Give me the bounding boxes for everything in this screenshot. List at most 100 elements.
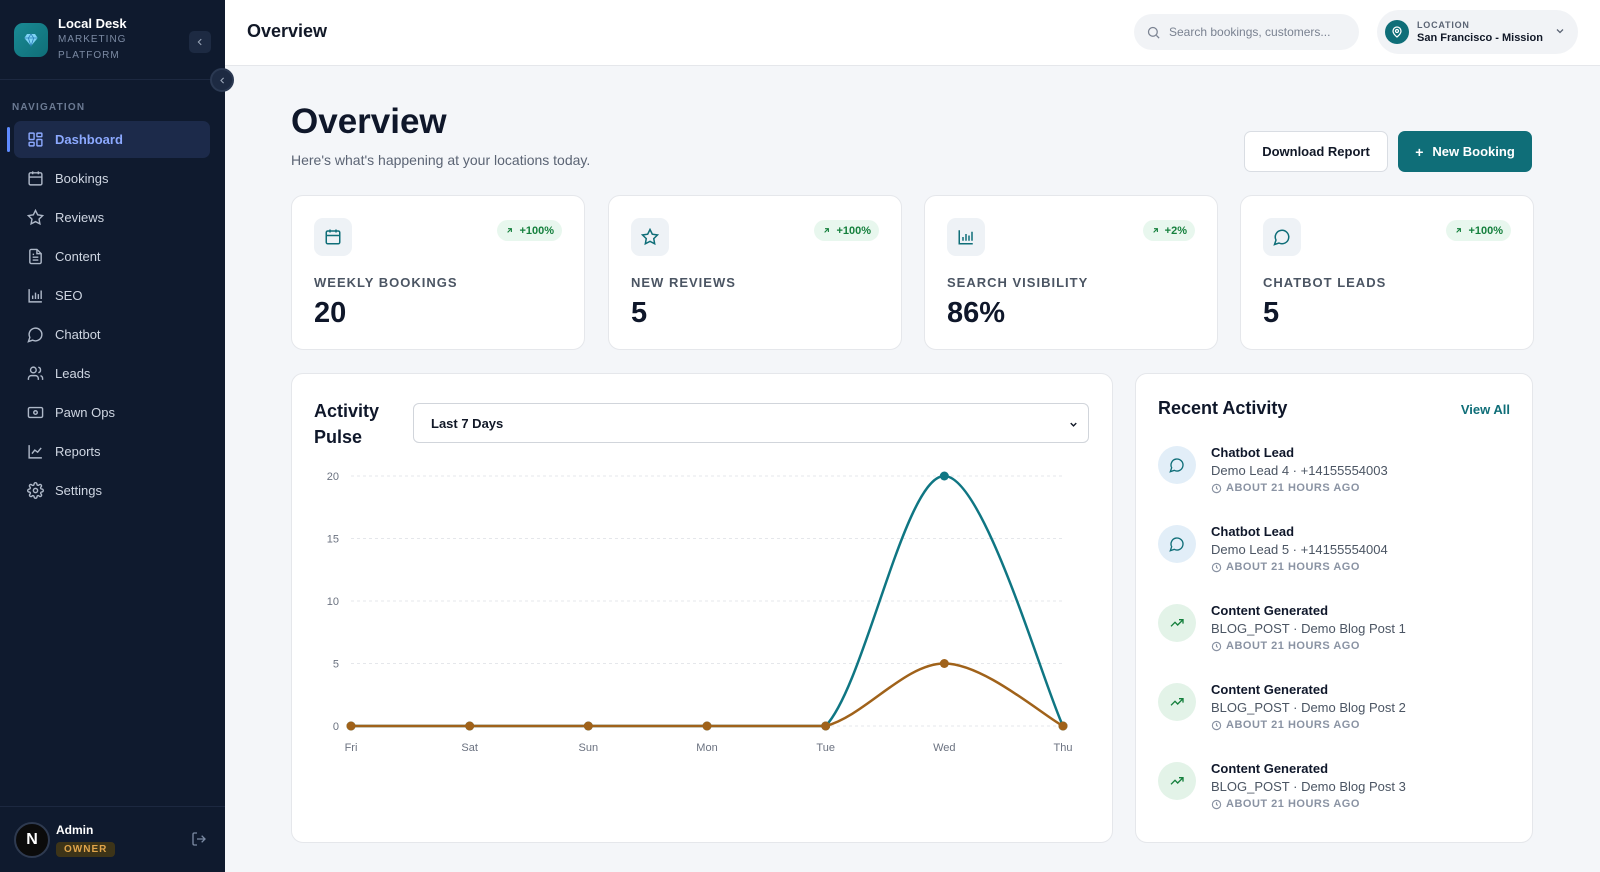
view-all-link[interactable]: View All — [1460, 402, 1510, 417]
sidebar-item-chatbot[interactable]: Chatbot — [14, 316, 210, 353]
kpi-label: SEARCH VISIBILITY — [947, 275, 1089, 290]
sidebar-item-pawn-ops[interactable]: Pawn Ops — [14, 394, 210, 431]
users-icon — [27, 366, 44, 380]
date-range-select[interactable]: Last 7 Days — [413, 403, 1089, 443]
activity-title: Content Generated — [1211, 682, 1329, 697]
brand-name: Local Desk — [58, 15, 127, 31]
sidebar-item-dashboard[interactable]: Dashboard — [7, 121, 210, 158]
change-badge: +100% — [497, 220, 562, 241]
logout-icon — [192, 832, 206, 846]
activity-time: ABOUT 21 HOURS AGO — [1211, 482, 1518, 494]
kpi-label: NEW REVIEWS — [631, 275, 736, 290]
sidebar-item-leads[interactable]: Leads — [14, 355, 210, 392]
activity-time: ABOUT 21 HOURS AGO — [1211, 798, 1518, 810]
sidebar-item-label: Dashboard — [55, 132, 123, 147]
map-pin-icon — [1385, 20, 1409, 44]
sidebar-item-reviews[interactable]: Reviews — [14, 199, 210, 236]
sidebar-item-reports[interactable]: Reports — [14, 433, 210, 470]
kpi-card-new-reviews: +100% NEW REVIEWS 5 — [608, 195, 902, 350]
chevron-down-icon — [1556, 29, 1564, 34]
sidebar: Local Desk MARKETING PLATFORM NAVIGATION… — [0, 0, 234, 872]
activity-item[interactable]: Content Generated BLOG_POST · Demo Blog … — [1158, 682, 1518, 761]
x-tick-label: Thu — [1054, 742, 1073, 754]
page-subtitle: Here's what's happening at your location… — [291, 152, 591, 168]
x-tick-label: Tue — [816, 742, 835, 754]
kpi-label: WEEKLY BOOKINGS — [314, 275, 458, 290]
sidebar-item-label: Reviews — [55, 210, 105, 225]
star-icon — [27, 209, 44, 226]
x-tick-label: Fri — [345, 742, 358, 754]
kpi-card-weekly-bookings: +100% WEEKLY BOOKINGS 20 — [291, 195, 585, 350]
kpi-card-chatbot-leads: +100% CHATBOT LEADS 5 — [1240, 195, 1534, 350]
calendar-icon — [28, 171, 43, 186]
change-badge: +100% — [814, 220, 879, 241]
logout-button[interactable] — [191, 831, 207, 852]
activity-item[interactable]: Chatbot Lead Demo Lead 5 · +14155554004 … — [1158, 524, 1518, 603]
sidebar-item-label: Content — [55, 249, 101, 264]
recent-activity-title: Recent Activity — [1158, 398, 1288, 418]
user-profile: N Admin OWNER — [0, 806, 225, 872]
calendar-icon — [314, 218, 352, 256]
series-line — [350, 662, 1064, 728]
brand-logo-icon[interactable] — [14, 22, 48, 57]
bar-chart-icon — [28, 289, 42, 303]
wallet-icon — [27, 406, 44, 419]
activity-title: Content Generated — [1211, 761, 1329, 776]
line-chart-icon — [28, 445, 42, 459]
data-point — [821, 721, 831, 731]
chat-icon — [27, 327, 43, 343]
date-range-value: Last 7 Days — [431, 415, 504, 431]
arrow-up-right-icon — [824, 228, 830, 233]
activity-item[interactable]: Chatbot Lead Demo Lead 4 · +14155554003 … — [1158, 445, 1518, 524]
activity-title: Content Generated — [1211, 603, 1329, 618]
avatar[interactable]: N — [14, 821, 50, 858]
arrow-up-right-icon — [1456, 228, 1462, 233]
nav-heading: NAVIGATION — [12, 102, 86, 113]
recent-activity-card: Recent Activity View All Chatbot Lead De… — [1135, 373, 1533, 843]
data-point — [465, 721, 475, 731]
activity-time: ABOUT 21 HOURS AGO — [1211, 640, 1518, 652]
location-label: LOCATION — [1417, 20, 1470, 30]
trending-up-icon — [1158, 604, 1196, 642]
activity-item[interactable]: Content Generated BLOG_POST · Demo Blog … — [1158, 761, 1518, 840]
role-badge: OWNER — [56, 841, 116, 857]
trending-up-icon — [1158, 683, 1196, 721]
y-tick-label: 15 — [327, 534, 339, 546]
sidebar-item-content[interactable]: Content — [14, 238, 210, 275]
y-tick-label: 10 — [327, 596, 339, 608]
clock-icon — [1211, 799, 1222, 809]
sidebar-edge-toggle[interactable] — [210, 68, 234, 92]
collapse-sidebar-button[interactable] — [189, 31, 211, 53]
new-booking-button[interactable]: + New Booking — [1398, 131, 1532, 172]
kpi-card-search-visibility: +2% SEARCH VISIBILITY 86% — [924, 195, 1218, 350]
data-point — [939, 659, 949, 668]
chevron-left-icon — [219, 76, 224, 84]
search-input[interactable] — [1169, 25, 1349, 39]
search-box[interactable] — [1134, 14, 1359, 50]
activity-item[interactable]: Content Generated BLOG_POST · Demo Blog … — [1158, 603, 1518, 682]
activity-pulse-card: 0 5 10 15 20 Fri Sat Sun Mon Tue Wed Thu Activity P… — [291, 373, 1113, 843]
bar-chart-icon — [947, 218, 985, 256]
sidebar-item-settings[interactable]: Settings — [14, 472, 210, 509]
location-selector[interactable]: LOCATION San Francisco - Mission — [1377, 10, 1578, 54]
activity-title: Chatbot Lead — [1211, 524, 1295, 539]
activity-time: ABOUT 21 HOURS AGO — [1211, 719, 1518, 731]
chat-icon — [1158, 525, 1196, 563]
kpi-value: 5 — [631, 297, 648, 329]
x-tick-label: Wed — [933, 742, 955, 754]
sidebar-item-label: Pawn Ops — [55, 405, 115, 420]
x-tick-label: Sun — [579, 742, 599, 754]
header-title: Overview — [247, 21, 328, 41]
activity-list: Chatbot Lead Demo Lead 4 · +14155554003 … — [1158, 445, 1518, 840]
chart-title: Activity Pulse — [314, 401, 380, 447]
download-report-button[interactable]: Download Report — [1244, 131, 1388, 172]
search-icon — [1147, 26, 1160, 39]
sidebar-item-label: Settings — [55, 483, 102, 498]
dashboard-icon — [28, 132, 43, 147]
sidebar-item-seo[interactable]: SEO — [14, 277, 210, 314]
page-title: Overview — [291, 102, 447, 141]
location-value: San Francisco - Mission — [1417, 32, 1543, 44]
change-badge: +2% — [1142, 220, 1195, 241]
x-tick-label: Mon — [696, 742, 717, 754]
sidebar-item-bookings[interactable]: Bookings — [14, 160, 210, 197]
